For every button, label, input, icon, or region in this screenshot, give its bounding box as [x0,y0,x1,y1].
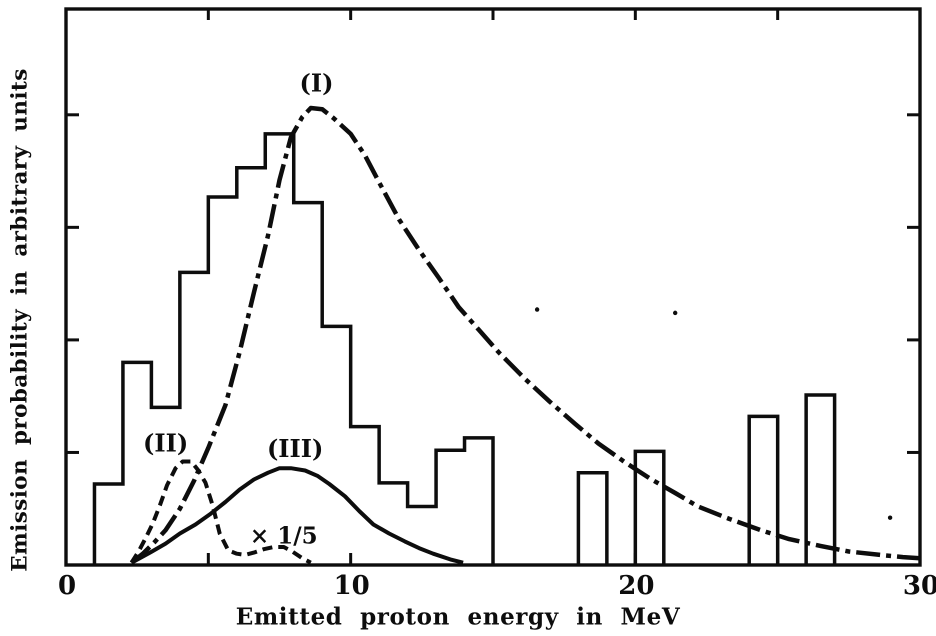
curve-iii [130,466,464,565]
x-axis-title: Emitted proton energy in MeV [235,603,681,631]
curve-i [130,105,921,565]
x-tick-label-0: 0 [58,571,76,601]
histogram-outline [92,132,837,565]
scan-artifact-dot [534,307,540,312]
x-tick-label-10: 10 [334,571,370,601]
scan-artifact-dot [887,515,893,520]
curve-ii [129,459,312,565]
curve-ii-label: (II) [143,428,188,457]
curve-iii-label: (III) [267,434,323,463]
x-tick-label-30: 30 [903,571,936,601]
y-axis-title: Emission probability in arbitrary units [7,68,33,572]
x-tick-label-20: 20 [618,571,654,601]
scan-artifact-dot [672,310,678,316]
annotation-0: × 1/5 [250,523,318,550]
curve-i-label: (I) [300,68,334,97]
